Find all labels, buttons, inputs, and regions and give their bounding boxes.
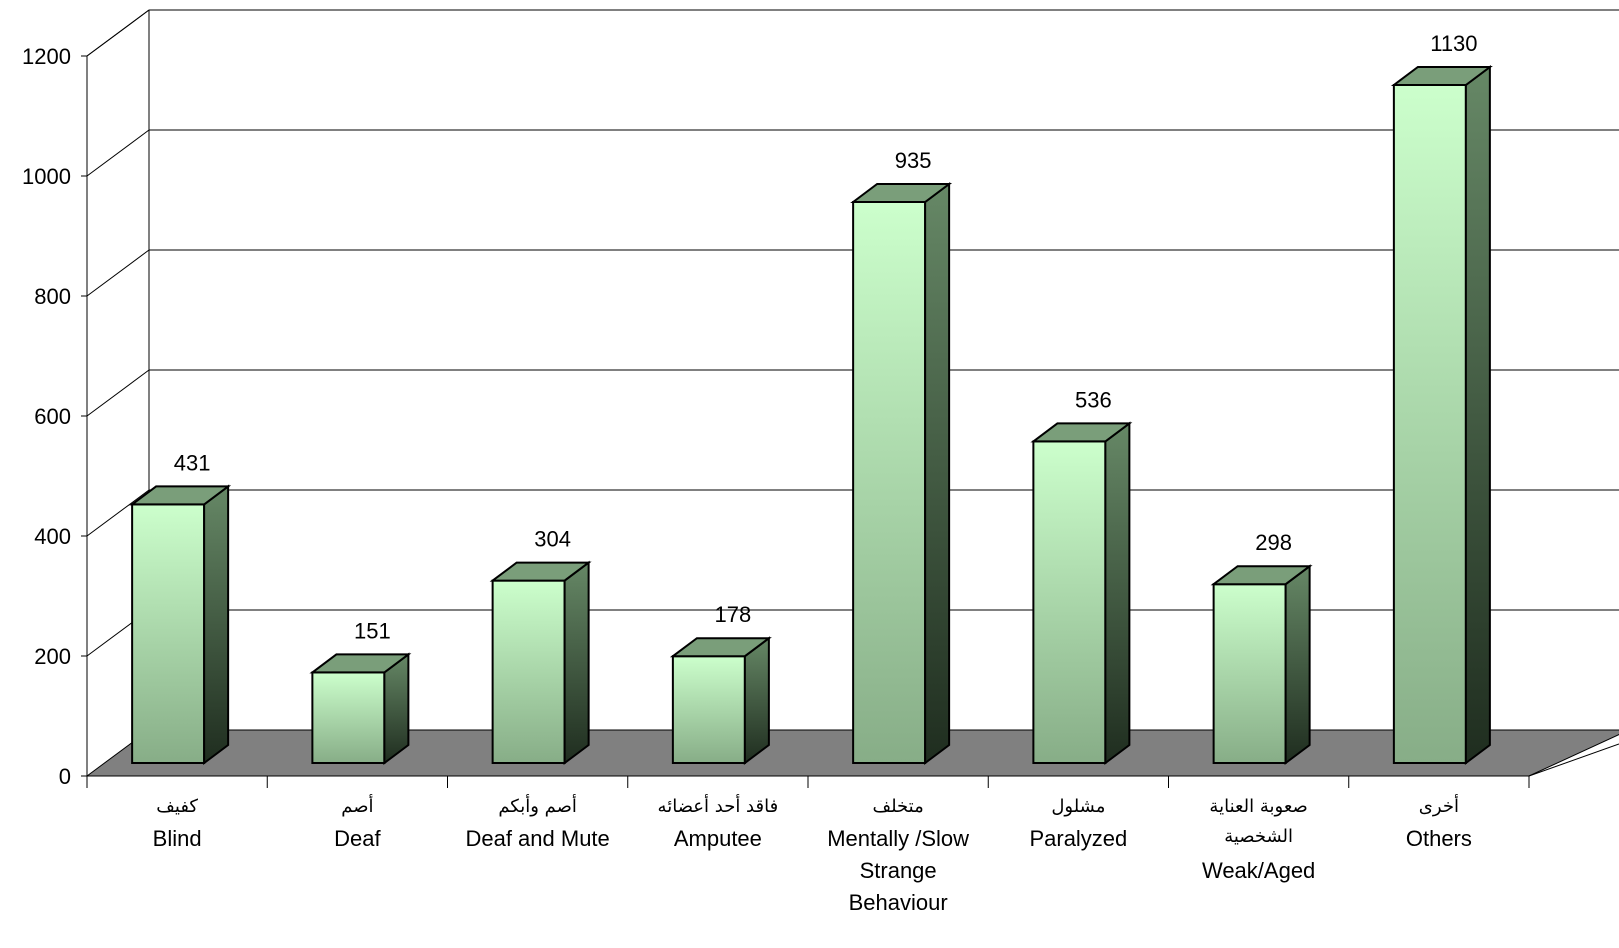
x-category-label: أصم Deaf xyxy=(334,794,381,851)
bar xyxy=(1030,421,1133,765)
x-tick-label: Deaf and Mute xyxy=(465,826,609,851)
bar-top xyxy=(129,485,232,506)
x-tick-label: Paralyzed xyxy=(1029,826,1127,851)
x-tick-label-arabic: أخرى xyxy=(1419,794,1459,817)
x-category-label: مشلول Paralyzed xyxy=(1029,796,1127,851)
bar-side xyxy=(1284,564,1311,765)
bar xyxy=(129,484,232,765)
bar-front xyxy=(671,655,746,765)
y-tick-label: 200 xyxy=(34,644,71,669)
x-tick-label-arabic: متخلف xyxy=(872,796,923,817)
bar xyxy=(669,636,772,765)
data-label: 935 xyxy=(895,148,932,173)
data-label: 151 xyxy=(354,618,391,643)
x-category-label: أصم وأبكم Deaf and Mute xyxy=(465,794,609,851)
bar-front xyxy=(1032,440,1107,764)
data-label: 1130 xyxy=(1430,31,1477,56)
x-category-label: فاقد أحد أعضائه Amputee xyxy=(658,794,779,851)
y-tick-label: 0 xyxy=(59,764,71,789)
x-tick-label-arabic: الشخصية xyxy=(1224,826,1293,847)
bar xyxy=(850,182,953,765)
bar-front xyxy=(131,503,206,764)
x-tick-label-arabic: أصم xyxy=(341,794,373,817)
bar-side xyxy=(203,484,230,765)
data-label: 431 xyxy=(174,450,211,475)
bar-top xyxy=(489,561,592,582)
bar-side xyxy=(924,182,951,765)
y-tick-label: 800 xyxy=(34,284,71,309)
bar-side xyxy=(563,560,590,765)
x-tick-label: Weak/Aged xyxy=(1202,858,1315,883)
bar-front xyxy=(1392,84,1467,764)
y-axis: 0 200 400 600 800 1000 1200 xyxy=(22,9,150,789)
bar-top xyxy=(850,183,953,203)
bar xyxy=(309,652,412,765)
bar-top xyxy=(1390,66,1493,86)
x-tick-label: Others xyxy=(1406,826,1472,851)
x-tick-label: Behaviour xyxy=(849,890,948,915)
bar-front xyxy=(852,201,927,764)
x-category-label: كفيف Blind xyxy=(153,796,202,851)
bar-front xyxy=(311,671,386,765)
bar-top xyxy=(1210,565,1313,586)
data-label: 298 xyxy=(1255,530,1292,555)
data-label: 178 xyxy=(715,602,752,627)
bar xyxy=(1210,564,1313,765)
bar xyxy=(1390,65,1493,765)
bar-top xyxy=(309,653,412,674)
y-tick-label: 600 xyxy=(34,404,71,429)
x-tick-label: Mentally /Slow xyxy=(827,826,969,851)
bar-side xyxy=(743,636,770,765)
x-tick-label-arabic: أصم وأبكم xyxy=(498,794,577,817)
bar-side xyxy=(1104,421,1131,765)
x-tick-label: Amputee xyxy=(674,826,762,851)
x-tick-label: Blind xyxy=(153,826,202,851)
y-tick-label: 1200 xyxy=(22,44,71,69)
y-tick-label: 400 xyxy=(34,524,71,549)
x-category-label: متخلف Mentally /Slow Strange Behaviour xyxy=(827,796,969,915)
bar-front xyxy=(491,579,566,764)
data-label: 304 xyxy=(534,527,571,552)
bar-top xyxy=(1030,422,1133,443)
x-tick-label-arabic: مشلول xyxy=(1051,796,1105,817)
x-tick-label: Strange xyxy=(860,858,937,883)
gridline xyxy=(86,9,1619,57)
x-tick-label-arabic: كفيف xyxy=(156,796,198,817)
y-tick-label: 1000 xyxy=(22,164,71,189)
bar-side xyxy=(1464,65,1491,765)
x-axis: كفيف Blind أصم Deaf أصم وأبكم Deaf and Mute فا… xyxy=(86,775,1530,915)
bars: 431 151 304 178 935 536 298 1130 xyxy=(129,31,1493,765)
x-tick-label-arabic: صعوبة العناية xyxy=(1209,796,1307,817)
gridline xyxy=(86,129,1619,177)
data-label: 536 xyxy=(1075,387,1112,412)
x-tick-label-arabic: فاقد أحد أعضائه xyxy=(658,794,779,817)
x-category-label: أخرى Others xyxy=(1406,794,1472,851)
bar-top xyxy=(669,637,772,658)
bar xyxy=(489,560,592,765)
bar-front xyxy=(1212,583,1287,765)
x-tick-label: Deaf xyxy=(334,826,381,851)
x-category-label: صعوبة العناية الشخصية Weak/Aged xyxy=(1202,796,1315,883)
